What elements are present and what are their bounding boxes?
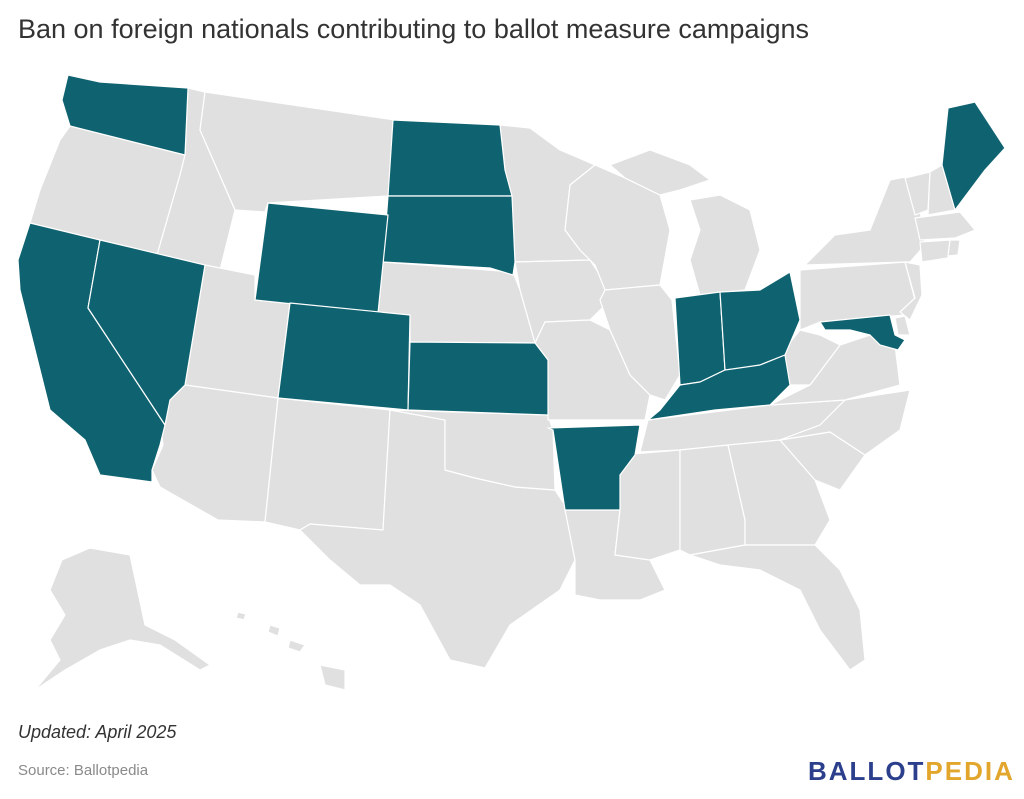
- state-maine: [941, 101, 1006, 211]
- state-connecticut: [919, 239, 951, 263]
- logo-part-ballot: BALLOT: [808, 756, 926, 786]
- state-michigan-up: [609, 149, 711, 196]
- state-north-dakota: [387, 119, 513, 197]
- state-montana: [199, 91, 396, 213]
- state-delaware: [894, 315, 911, 336]
- state-kentucky: [647, 354, 791, 421]
- state-hawaii-2: [287, 639, 306, 653]
- state-washington: [61, 74, 189, 156]
- logo-part-pedia: PEDIA: [925, 756, 1015, 786]
- state-massachusetts: [914, 211, 976, 241]
- state-rhode-island: [947, 239, 961, 257]
- state-hawaii-1: [267, 624, 281, 637]
- state-indiana: [674, 291, 726, 386]
- other-states: [29, 87, 976, 691]
- ban-states: [17, 74, 1006, 511]
- state-arizona: [151, 384, 279, 523]
- state-arkansas: [547, 424, 641, 511]
- state-alaska: [34, 547, 211, 691]
- state-south-dakota: [382, 195, 516, 276]
- state-colorado: [277, 302, 411, 411]
- state-florida: [689, 544, 866, 671]
- map-title: Ban on foreign nationals contributing to…: [18, 14, 809, 44]
- state-new-york: [804, 174, 926, 266]
- ballotpedia-logo: BALLOTPEDIA: [808, 756, 1015, 787]
- state-michigan: [689, 194, 761, 296]
- state-wyoming: [254, 202, 389, 314]
- state-new-mexico: [264, 397, 391, 531]
- state-hawaii-4: [235, 611, 247, 621]
- state-nevada: [87, 239, 206, 426]
- state-new-jersey: [899, 261, 923, 321]
- state-hawaii-3: [319, 664, 346, 691]
- state-illinois: [599, 284, 681, 401]
- updated-note: Updated: April 2025: [18, 722, 177, 742]
- state-kansas: [407, 341, 549, 416]
- source-note: Source: Ballotpedia: [18, 762, 149, 779]
- state-maryland: [819, 314, 906, 351]
- state-north-carolina: [779, 389, 911, 456]
